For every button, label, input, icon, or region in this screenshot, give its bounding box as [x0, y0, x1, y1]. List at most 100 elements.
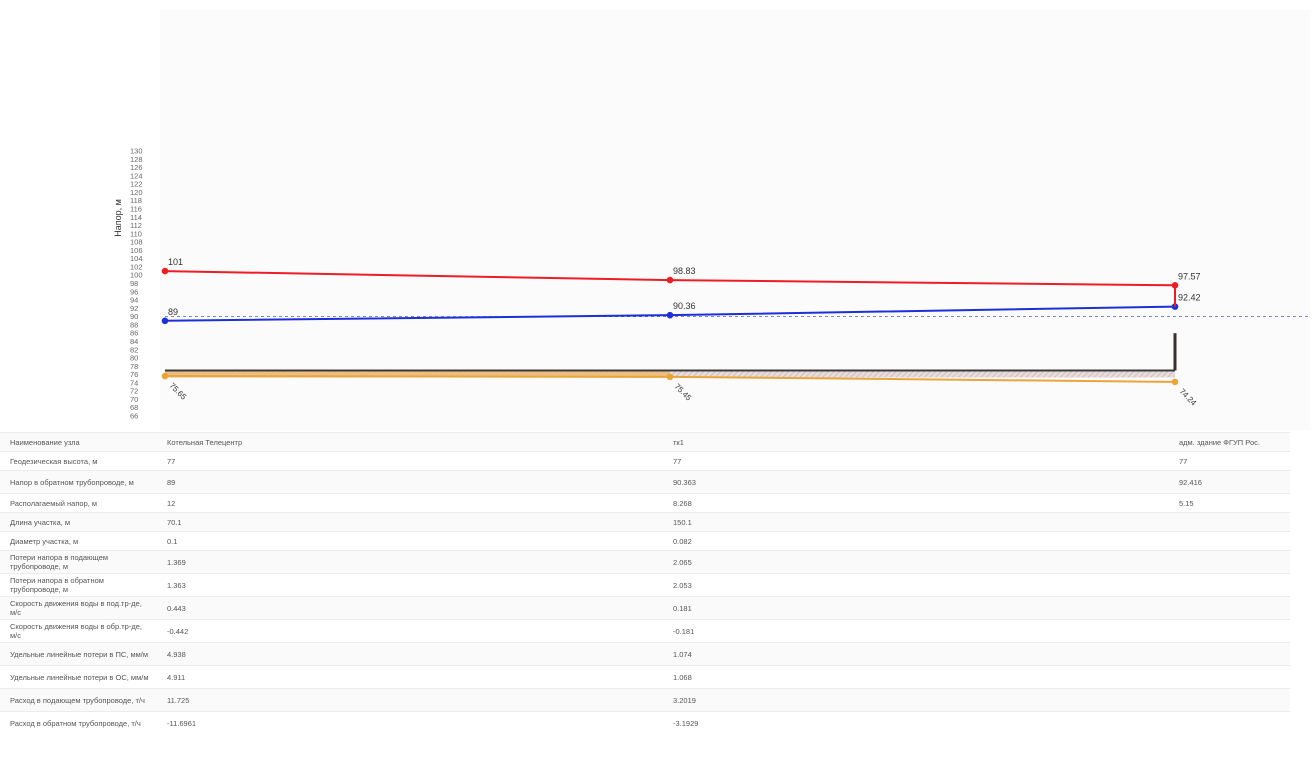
- pipe_axis-point: [161, 372, 169, 380]
- table-cell: [1169, 596, 1290, 620]
- row-header: Потери напора в обратном трубопроводе, м: [0, 573, 157, 597]
- row-header: Длина участка, м: [0, 512, 157, 532]
- y-tick-label: 74: [130, 378, 138, 387]
- y-tick-label: 66: [130, 412, 138, 421]
- table-cell: 0.443: [157, 596, 663, 620]
- row-header: Располагаемый напор, м: [0, 493, 157, 513]
- pipe-band: [165, 371, 670, 378]
- table-cell: 0.1: [157, 531, 663, 551]
- table-cell: 70.1: [157, 512, 663, 532]
- table-row: Потери напора в обратном трубопроводе, м…: [0, 573, 1290, 597]
- table-row: Располагаемый напор, м 12 8.268 5.15: [0, 493, 1290, 513]
- supply-point: [161, 267, 169, 275]
- row-header: Наименование узла: [0, 432, 157, 452]
- table-row: Наименование узла Котельная Телецентр тк1 а…: [0, 432, 1290, 452]
- y-tick-label: 104: [130, 254, 143, 263]
- pipe_axis-point: [1171, 378, 1179, 386]
- y-tick-label: 100: [130, 271, 143, 280]
- pipe_axis-point: [666, 373, 674, 381]
- row-header: Расход в обратном трубопроводе, т/ч: [0, 711, 157, 735]
- y-tick-label: 82: [130, 345, 138, 354]
- plot-area: [160, 10, 1310, 430]
- return-point: [1171, 303, 1179, 310]
- table-cell: 11.725: [157, 688, 663, 712]
- return-label: 90.36: [673, 301, 696, 311]
- return-label: 92.42: [1178, 293, 1201, 303]
- table-cell: тк1: [663, 432, 1169, 452]
- node-info-table: Наименование узла Котельная Телецентр тк1 а…: [0, 432, 1290, 735]
- table-row: Расход в обратном трубопроводе, т/ч -11.6…: [0, 711, 1290, 735]
- supply-point: [666, 276, 674, 284]
- table-cell: -0.442: [157, 619, 663, 643]
- y-tick-label: 116: [130, 205, 142, 214]
- y-tick-label: 128: [130, 155, 143, 164]
- y-tick-label: 106: [130, 246, 143, 255]
- table-cell: 1.068: [663, 665, 1169, 689]
- piezometric-chart: 6668707274767880828486889092949698100102…: [113, 10, 1310, 430]
- y-tick-label: 114: [130, 213, 142, 222]
- y-tick-label: 122: [130, 180, 143, 189]
- table-cell: [1169, 619, 1290, 643]
- table-cell: 1.369: [157, 550, 663, 574]
- table-cell: 8.268: [663, 493, 1169, 513]
- table-cell: 77: [663, 451, 1169, 471]
- table-cell: 89: [157, 470, 663, 494]
- table-cell: 12: [157, 493, 663, 513]
- y-tick-label: 130: [130, 147, 143, 156]
- table-cell: 4.938: [157, 642, 663, 666]
- y-tick-label: 102: [130, 262, 143, 271]
- table-row: Удельные линейные потери в ПС, мм/м 4.938…: [0, 642, 1290, 666]
- table-cell: 2.065: [663, 550, 1169, 574]
- y-tick-label: 92: [130, 304, 138, 313]
- y-tick-label: 88: [130, 320, 138, 329]
- y-tick-label: 78: [130, 362, 138, 371]
- y-axis: 6668707274767880828486889092949698100102…: [130, 147, 143, 421]
- table-cell: 150.1: [663, 512, 1169, 532]
- row-header: Потери напора в подающем трубопроводе, м: [0, 550, 157, 574]
- table-row: Диаметр участка, м 0.1 0.082: [0, 531, 1290, 551]
- y-tick-label: 72: [130, 387, 138, 396]
- table-cell: Котельная Телецентр: [157, 432, 663, 452]
- y-tick-label: 112: [130, 221, 142, 230]
- y-tick-label: 108: [130, 238, 143, 247]
- supply-label: 101: [168, 257, 183, 267]
- table-cell: -0.181: [663, 619, 1169, 643]
- y-tick-label: 86: [130, 329, 138, 338]
- y-tick-label: 68: [130, 403, 138, 412]
- y-tick-label: 84: [130, 337, 138, 346]
- row-header: Скорость движения воды в под.тр-де, м/с: [0, 596, 157, 620]
- row-header: Скорость движения воды в обр.тр-де, м/с: [0, 619, 157, 643]
- table-cell: [1169, 711, 1290, 735]
- table-cell: [1169, 642, 1290, 666]
- table-cell: [1169, 688, 1290, 712]
- table-cell: 1.363: [157, 573, 663, 597]
- table-cell: 0.181: [663, 596, 1169, 620]
- table-cell: 5.15: [1169, 493, 1290, 513]
- table-cell: [1169, 665, 1290, 689]
- table-row: Скорость движения воды в обр.тр-де, м/с -…: [0, 619, 1290, 643]
- y-axis-label: Напор, м: [113, 199, 123, 237]
- table-row: Удельные линейные потери в ОС, мм/м 4.911…: [0, 665, 1290, 689]
- table-cell: 2.053: [663, 573, 1169, 597]
- supply-label: 98.83: [673, 266, 696, 276]
- return-point: [666, 311, 674, 319]
- y-tick-label: 124: [130, 171, 143, 180]
- y-tick-label: 76: [130, 370, 138, 379]
- table-cell: 77: [157, 451, 663, 471]
- y-tick-label: 70: [130, 395, 138, 404]
- y-tick-label: 110: [130, 229, 142, 238]
- table-row: Скорость движения воды в под.тр-де, м/с 0…: [0, 596, 1290, 620]
- y-tick-label: 96: [130, 287, 138, 296]
- table-cell: 1.074: [663, 642, 1169, 666]
- supply-label: 97.57: [1178, 271, 1201, 281]
- y-tick-label: 94: [130, 296, 138, 305]
- y-tick-label: 118: [130, 196, 142, 205]
- row-header: Расход в подающем трубопроводе, т/ч: [0, 688, 157, 712]
- table-cell: [1169, 531, 1290, 551]
- table-row: Геодезическая высота, м 77 77 77: [0, 451, 1290, 471]
- table-cell: адм. здание ФГУП Рос.: [1169, 432, 1290, 452]
- row-header: Диаметр участка, м: [0, 531, 157, 551]
- table-cell: 3.2019: [663, 688, 1169, 712]
- y-tick-label: 98: [130, 279, 138, 288]
- row-header: Напор в обратном трубопроводе, м: [0, 470, 157, 494]
